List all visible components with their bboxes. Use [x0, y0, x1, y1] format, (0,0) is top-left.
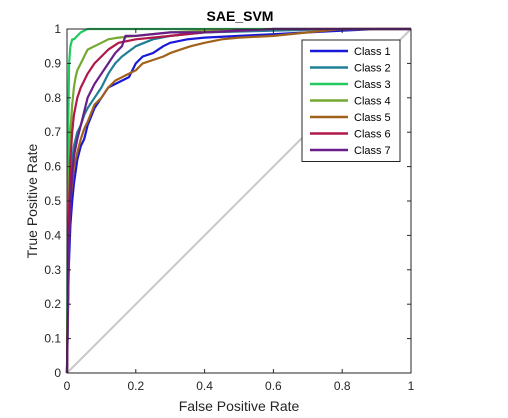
x-tick-label: 0.4 [196, 379, 213, 393]
y-tick-label: 0.9 [44, 56, 61, 70]
y-tick-label: 0.3 [44, 263, 61, 277]
y-tick-label: 0.6 [44, 160, 61, 174]
y-axis-label: True Positive Rate [24, 143, 40, 258]
y-tick-label: 0.8 [44, 91, 61, 105]
legend-entry: Class 6 [354, 129, 391, 141]
x-axis-label: False Positive Rate [179, 398, 300, 414]
y-tick-label: 0.7 [44, 125, 61, 139]
x-tick-label: 0.2 [127, 379, 144, 393]
x-tick-label: 0 [64, 379, 71, 393]
series-lines [65, 27, 411, 374]
legend-entry: Class 2 [354, 63, 391, 75]
y-tick-label: 1 [54, 22, 61, 36]
x-tick-label: 1 [408, 379, 415, 393]
y-tick-label: 0.4 [44, 228, 61, 242]
y-tick-label: 0.1 [44, 332, 61, 346]
axis-ticks: 0 0.2 0.4 0.6 0.8 1 0 0.1 0.2 0.3 0.4 0.5 0.6 0.7 0.8 0… [44, 22, 414, 393]
legend-entry: Class 5 [354, 112, 391, 124]
y-tick-label: 0.2 [44, 297, 61, 311]
series-line-class-6 [65, 27, 411, 374]
legend-entry: Class 3 [354, 79, 391, 91]
legend-entry: Class 4 [354, 96, 391, 108]
legend-entry: Class 7 [354, 145, 391, 157]
legend-entry: Class 1 [354, 46, 391, 58]
chart-title: SAE_SVM [207, 8, 274, 24]
x-tick-label: 0.6 [265, 379, 282, 393]
series-line-class-1 [65, 27, 411, 374]
series-line-class-4 [65, 27, 411, 374]
series-line-class-7 [65, 27, 411, 374]
series-line-class-5 [65, 27, 411, 374]
x-tick-label: 0.8 [334, 379, 351, 393]
y-tick-label: 0.5 [44, 194, 61, 208]
legend: Class 1 Class 2 Class 3 Class 4 Class 5 Class… [301, 39, 401, 162]
y-tick-label: 0 [54, 366, 61, 380]
